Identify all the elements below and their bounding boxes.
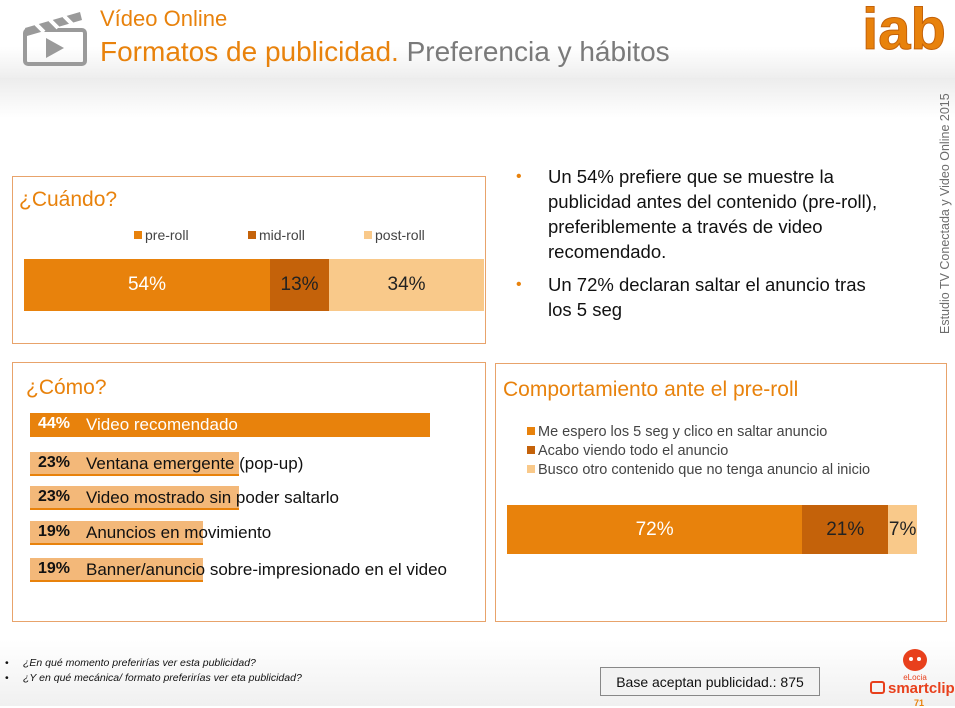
sample-base-box: Base aceptan publicidad.: 875 — [600, 667, 820, 696]
footer-question-2: • ¿Y en qué mecánica/ formato preferirías… — [5, 672, 302, 684]
how-label: Banner/anuncio sobre-impresionado en el … — [86, 560, 448, 579]
how-label: Video recomendado — [86, 415, 238, 434]
how-row: 23% Ventana emergente (pop-up) — [30, 452, 470, 476]
header-shade — [0, 78, 955, 118]
midroll-swatch — [248, 231, 256, 239]
how-label: Anuncios en movimiento — [86, 523, 272, 542]
preroll-legend-other: Busco otro contenido que no tenga anunci… — [527, 462, 870, 478]
elocia-text: eLocia — [903, 673, 927, 682]
preroll-seg-skip: 72% — [507, 505, 803, 554]
how-bar — [30, 486, 239, 510]
how-pct: 23% — [38, 454, 71, 471]
when-stacked-bar: 54% 13% 34% — [24, 259, 484, 311]
how-pct: 44% — [38, 415, 71, 432]
preroll-swatch — [134, 231, 142, 239]
page-title: Formatos de publicidad. Preferencia y há… — [100, 36, 670, 68]
preroll-panel — [495, 363, 947, 622]
how-row: 23% Video mostrado sin poder saltarlo — [30, 486, 470, 510]
side-study-label: Estudio TV Conectada y Video Online 2015 — [938, 93, 952, 334]
smartclip-logo: smartclip — [870, 680, 955, 697]
skip-swatch — [527, 427, 535, 435]
when-seg-midroll: 13% — [269, 259, 330, 311]
finding-2: • Un 72% declaran saltar el anuncio tras… — [516, 274, 866, 320]
when-legend-postroll: post-roll — [364, 227, 425, 243]
how-bar — [30, 413, 430, 437]
how-bar — [30, 452, 239, 476]
bullet-icon: • — [5, 657, 9, 669]
how-row: 19% Anuncios en movimiento — [30, 521, 470, 545]
preroll-legend-watch: Acabo viendo todo el anuncio — [527, 443, 728, 459]
when-legend-preroll: pre-roll — [134, 227, 189, 243]
preroll-legend-skip: Me espero los 5 seg y clico en saltar an… — [527, 424, 827, 440]
how-label: Ventana emergente (pop-up) — [86, 454, 304, 473]
preroll-seg-watch: 21% — [802, 505, 889, 554]
finding-1: • Un 54% prefiere que se muestre la publ… — [516, 166, 878, 262]
how-bar — [30, 558, 203, 582]
key-findings: • Un 54% prefiere que se muestre la publ… — [513, 164, 893, 330]
how-label: Video mostrado sin poder saltarlo — [86, 488, 339, 507]
how-pct: 23% — [38, 488, 71, 505]
clapperboard-icon — [23, 12, 87, 66]
elocia-logo: eLocia — [903, 649, 927, 682]
bullet-icon: • — [5, 672, 9, 684]
preroll-stacked-bar: 72% 21% 7% — [507, 505, 917, 554]
how-pct: 19% — [38, 523, 71, 540]
iab-logo: iab — [862, 2, 947, 58]
when-title: ¿Cuándo? — [19, 188, 118, 211]
bullet-icon: • — [516, 276, 522, 293]
page-number: 71 — [914, 698, 925, 708]
watch-swatch — [527, 446, 535, 454]
pre-title: Vídeo Online — [100, 6, 228, 31]
how-bar — [30, 521, 203, 545]
title-main: Formatos de publicidad. — [100, 36, 399, 67]
when-seg-preroll: 54% — [24, 259, 270, 311]
how-row: 44% Video recomendado — [30, 413, 470, 437]
other-swatch — [527, 465, 535, 473]
preroll-title: Comportamiento ante el pre-roll — [503, 378, 799, 401]
title-sub: Preferencia y hábitos — [406, 36, 670, 67]
when-legend-midroll: mid-roll — [248, 227, 305, 243]
logo-text: iab — [862, 2, 946, 58]
how-row: 19% Banner/anuncio sobre-impresionado en… — [30, 558, 470, 582]
how-title: ¿Cómo? — [26, 376, 107, 399]
play-icon — [870, 681, 885, 694]
footer-question-1: • ¿En qué momento preferirías ver esta pu… — [5, 657, 256, 669]
postroll-swatch — [364, 231, 372, 239]
bullet-icon: • — [516, 168, 522, 185]
preroll-seg-other: 7% — [888, 505, 917, 554]
when-seg-postroll: 34% — [329, 259, 484, 311]
header-band — [0, 0, 955, 78]
how-pct: 19% — [38, 560, 71, 577]
